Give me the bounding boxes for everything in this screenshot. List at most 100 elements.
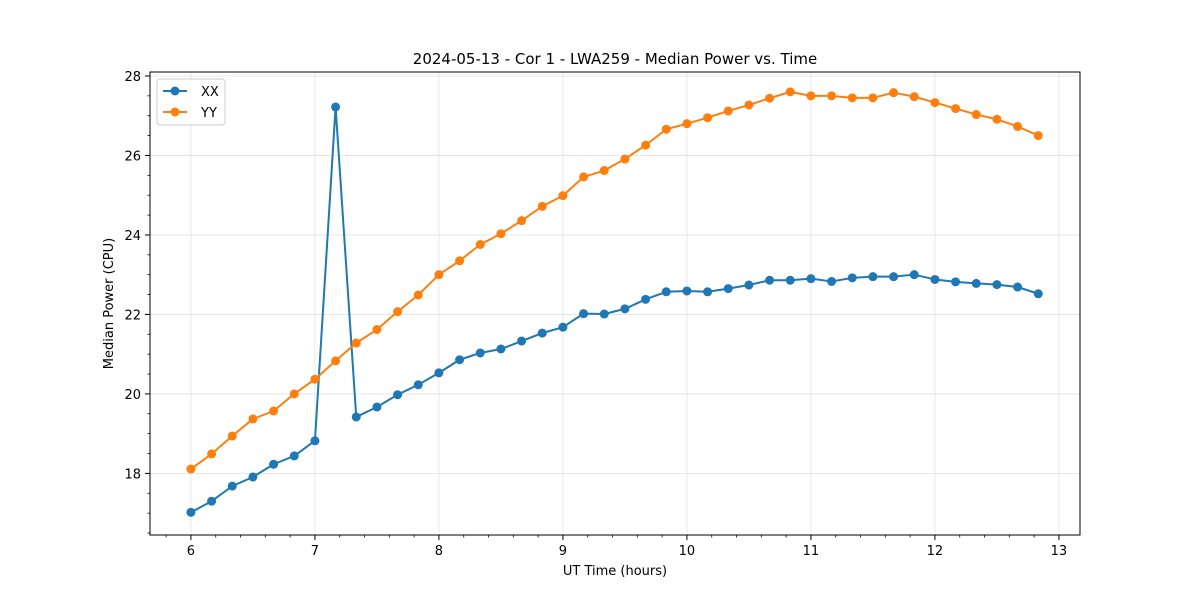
series-yy-point [992, 114, 1002, 124]
series-yy-point [579, 172, 589, 182]
legend-yy-marker [170, 107, 180, 117]
series-yy-point [434, 270, 444, 280]
series-xx-point [827, 276, 837, 286]
series-yy-point [682, 119, 692, 129]
series-yy-point [227, 431, 237, 441]
series-yy-point [186, 464, 196, 474]
series-xx-point [703, 287, 713, 297]
series-xx-point [455, 355, 465, 365]
series-xx-point [248, 472, 258, 482]
series-yy-point [248, 414, 258, 424]
series-yy-point [1033, 131, 1043, 141]
series-yy-point [599, 166, 609, 176]
series-yy-point [868, 93, 878, 103]
series-xx-point [227, 481, 237, 491]
series-xx-point [744, 280, 754, 290]
legend-yy-label: YY [200, 106, 217, 121]
series-yy-point [393, 307, 403, 317]
series-yy-point [413, 290, 423, 300]
series-xx-point [537, 328, 547, 338]
x-tick-label: 9 [559, 544, 567, 559]
series-yy-point [351, 338, 361, 348]
series-xx-point [1013, 282, 1023, 292]
series-xx-point [951, 277, 961, 287]
y-axis: 18 20 22 24 26 28 [124, 70, 150, 534]
series-xx-point [806, 274, 816, 284]
series-xx-point [351, 412, 361, 422]
series-xx-point [930, 274, 940, 284]
series-xx-point [682, 286, 692, 296]
x-tick-label: 13 [1051, 544, 1068, 559]
x-axis-label: UT Time (hours) [563, 564, 667, 579]
series-xx-point [289, 451, 299, 461]
series-xx-point [310, 436, 320, 446]
series-xx-point [909, 270, 919, 280]
y-tick-label: 20 [124, 388, 141, 403]
series-yy-point [661, 124, 671, 134]
x-tick-label: 11 [803, 544, 820, 559]
series-yy-point [847, 93, 857, 103]
series-xx-point [765, 275, 775, 285]
series-yy-point [310, 374, 320, 384]
series-yy-point [620, 154, 630, 164]
series-xx-point [889, 272, 899, 282]
series-xx-point [971, 278, 981, 288]
series-xx-point [620, 304, 630, 314]
series-xx-point [1033, 289, 1043, 299]
series-yy-point [289, 389, 299, 399]
series-yy-point [641, 140, 651, 150]
y-tick-label: 22 [124, 308, 141, 323]
y-axis-label: Median Power (CPU) [102, 238, 117, 369]
series-xx-point [269, 459, 279, 469]
series-xx-point [207, 496, 217, 506]
series-xx-point [599, 309, 609, 319]
series-xx-point [331, 102, 341, 112]
series-yy-point [1013, 121, 1023, 131]
series-yy-point [496, 229, 506, 239]
series-xx-point [641, 294, 651, 304]
legend: XX YY [156, 78, 226, 126]
series-xx-point [413, 380, 423, 390]
series-yy-point [909, 92, 919, 102]
x-tick-label: 7 [311, 544, 319, 559]
series-yy-point [372, 325, 382, 335]
y-tick-label: 26 [124, 149, 141, 164]
series-yy-point [537, 201, 547, 211]
series-xx-point [393, 390, 403, 400]
series-yy-point [971, 110, 981, 120]
series-layer [186, 87, 1043, 517]
series-xx-point [186, 507, 196, 517]
plot-frame [149, 71, 1081, 536]
series-yy-point [744, 100, 754, 110]
series-yy-point [475, 239, 485, 249]
series-xx-point [723, 284, 733, 294]
series-yy-point [951, 104, 961, 114]
series-yy-point [785, 87, 795, 97]
x-tick-label: 8 [435, 544, 443, 559]
chart-title: 2024-05-13 - Cor 1 - LWA259 - Median Pow… [413, 50, 817, 68]
series-xx-point [992, 280, 1002, 290]
grid-lines [150, 72, 1080, 535]
series-yy-point [558, 191, 568, 201]
y-tick-label: 24 [124, 229, 141, 244]
series-yy-point [207, 449, 217, 459]
series-yy-point [889, 88, 899, 98]
series-yy-point [703, 113, 713, 123]
y-tick-label: 28 [124, 70, 141, 85]
x-tick-label: 12 [927, 544, 944, 559]
x-axis: 6 7 8 9 10 11 12 13 [165, 535, 1068, 559]
series-xx-point [372, 402, 382, 412]
series-xx-point [579, 309, 589, 319]
x-tick-label: 10 [679, 544, 696, 559]
y-tick-label: 18 [124, 467, 141, 482]
series-xx-point [785, 275, 795, 285]
series-yy-point [765, 93, 775, 103]
series-yy-point [827, 91, 837, 101]
series-xx-point [847, 273, 857, 283]
series-xx-point [517, 336, 527, 346]
series-yy-point [269, 406, 279, 416]
series-yy-point [455, 256, 465, 266]
series-xx-point [868, 272, 878, 282]
legend-xx-label: XX [201, 85, 219, 100]
